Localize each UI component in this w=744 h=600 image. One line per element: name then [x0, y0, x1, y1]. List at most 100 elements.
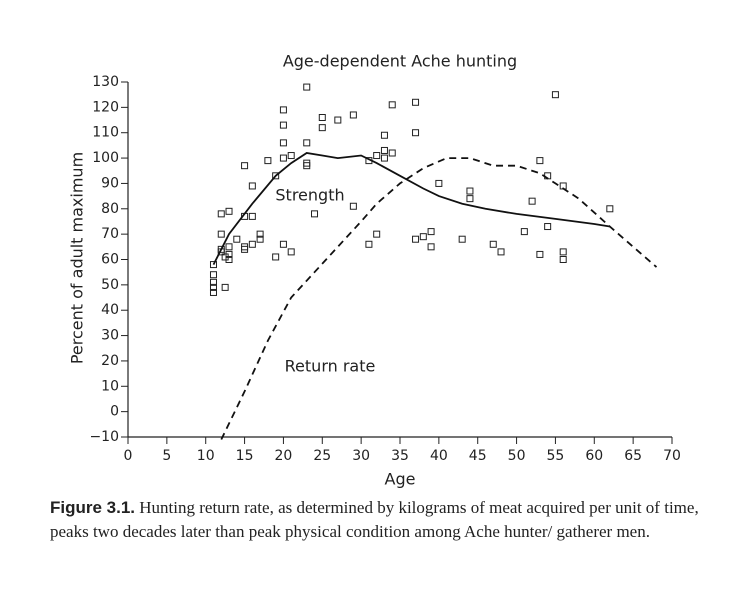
- data-point: [528, 197, 536, 205]
- y-tick-label: 10: [101, 378, 119, 394]
- data-point: [303, 139, 311, 147]
- data-point: [559, 256, 567, 263]
- data-point: [318, 114, 326, 121]
- line-series: [212, 152, 610, 266]
- x-tick-label: 10: [197, 448, 215, 464]
- data-point: [427, 228, 435, 236]
- x-tick-label: 25: [313, 448, 331, 464]
- data-point: [287, 248, 295, 256]
- data-point: [536, 250, 544, 258]
- data-point: [466, 195, 474, 203]
- y-tick-label: 0: [110, 404, 119, 420]
- data-point: [279, 121, 287, 129]
- x-tick-label: 5: [162, 448, 171, 464]
- data-point: [209, 271, 217, 279]
- x-tick-label: 20: [275, 448, 293, 464]
- data-point: [279, 240, 287, 248]
- data-point: [287, 152, 295, 160]
- data-point: [209, 278, 217, 286]
- data-point: [380, 146, 388, 154]
- caption-text: Hunting return rate, as determined by ki…: [50, 498, 699, 541]
- data-point: [272, 253, 280, 261]
- data-point: [536, 157, 544, 165]
- y-tick-label: 40: [101, 302, 119, 318]
- x-tick-label: 70: [663, 448, 681, 464]
- chart: Age-dependent Ache hunting Age Percent o…: [68, 52, 681, 489]
- x-tick-label: 50: [508, 448, 526, 464]
- y-tick-label: 80: [101, 201, 119, 217]
- data-point: [365, 240, 373, 248]
- y-tick-label: 100: [92, 150, 119, 166]
- data-point: [412, 98, 420, 106]
- data-point: [217, 210, 225, 218]
- caption: Figure 3.1. Hunting return rate, as dete…: [50, 496, 710, 544]
- data-point: [248, 182, 256, 190]
- data-point: [256, 230, 264, 238]
- data-point: [551, 91, 559, 99]
- data-point: [373, 230, 381, 238]
- y-tick-label: 30: [101, 328, 119, 344]
- y-tick-label: 110: [92, 125, 119, 141]
- x-tick-label: 0: [124, 448, 133, 464]
- data-point: [225, 243, 233, 251]
- caption-label: Figure 3.1.: [50, 498, 136, 517]
- data-point: [221, 283, 229, 291]
- data-point: [233, 235, 241, 243]
- data-point: [209, 261, 217, 269]
- data-point: [427, 243, 435, 251]
- data-point: [241, 245, 249, 253]
- y-axis-label: Percent of adult maximum: [68, 152, 87, 364]
- x-tick-label: 65: [624, 448, 642, 464]
- data-point: [412, 235, 420, 243]
- data-point: [248, 212, 256, 220]
- data-point: [264, 157, 272, 165]
- data-point: [412, 129, 420, 137]
- data-point: [303, 162, 311, 170]
- data-point: [388, 149, 396, 157]
- data-point: [279, 106, 287, 114]
- data-point: [606, 205, 614, 213]
- data-point: [349, 202, 357, 210]
- data-point: [349, 111, 357, 119]
- data-point: [241, 162, 249, 170]
- series-label: Strength: [275, 186, 344, 205]
- data-point: [489, 240, 497, 248]
- x-tick-label: 60: [585, 448, 603, 464]
- data-point: [466, 187, 474, 195]
- line-series: [220, 157, 658, 440]
- y-tick-label: 20: [101, 353, 119, 369]
- y-tick-label: 50: [101, 277, 119, 293]
- data-point: [520, 228, 528, 236]
- data-point: [435, 179, 443, 187]
- data-point: [209, 288, 217, 296]
- data-point: [225, 207, 233, 215]
- series-label: Return rate: [285, 357, 376, 376]
- y-tick-label: 120: [92, 99, 119, 115]
- y-tick-label: 90: [101, 175, 119, 191]
- data-point: [225, 250, 233, 258]
- x-tick-label: 35: [391, 448, 409, 464]
- x-tick-label: 55: [547, 448, 565, 464]
- y-tick-label: 60: [101, 252, 119, 268]
- data-point: [217, 230, 225, 238]
- data-point: [544, 223, 552, 231]
- data-point: [256, 235, 264, 243]
- data-point: [334, 116, 342, 124]
- data-point: [279, 139, 287, 147]
- y-tick-label: −10: [89, 429, 119, 445]
- data-point: [419, 233, 427, 241]
- data-point: [272, 172, 280, 180]
- y-tick-label: 70: [101, 226, 119, 242]
- data-point: [380, 131, 388, 139]
- x-axis-label: Age: [385, 470, 416, 489]
- data-point: [497, 248, 505, 256]
- data-point: [279, 154, 287, 162]
- x-tick-label: 30: [352, 448, 370, 464]
- data-point: [373, 152, 381, 160]
- x-tick-label: 45: [469, 448, 487, 464]
- data-point: [225, 256, 233, 263]
- data-point: [209, 283, 217, 291]
- data-point: [303, 83, 311, 91]
- x-tick-label: 15: [236, 448, 254, 464]
